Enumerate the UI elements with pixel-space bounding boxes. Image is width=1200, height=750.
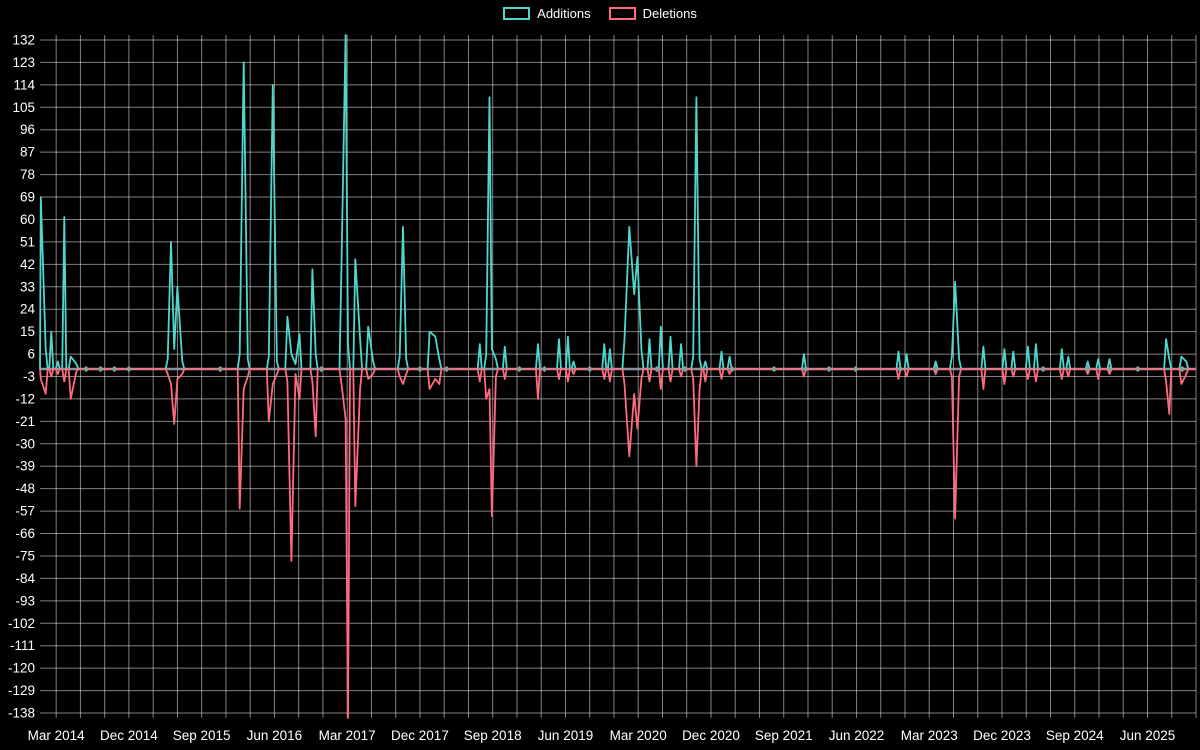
y-tick-label: -39	[15, 459, 35, 474]
x-tick-label: Dec 2020	[682, 728, 740, 743]
y-tick-label: 6	[27, 347, 35, 362]
data-point-marker	[1040, 365, 1047, 373]
data-point-marker	[586, 365, 593, 373]
y-tick-label: 96	[20, 122, 35, 137]
data-point-marker	[728, 365, 736, 373]
y-tick-label: -84	[15, 571, 35, 586]
grid-lines	[40, 35, 1197, 718]
x-tick-label: Jun 2022	[829, 728, 885, 743]
data-point-marker	[125, 365, 133, 373]
data-point-marker	[1084, 365, 1091, 373]
data-point-marker	[97, 365, 104, 373]
x-tick-label: Mar 2020	[610, 728, 667, 743]
data-point-marker	[825, 365, 833, 373]
y-tick-label: -48	[15, 481, 35, 496]
y-tick-label: -111	[10, 638, 35, 653]
x-tick-label: Jun 2025	[1120, 728, 1176, 743]
y-tick-label: 51	[20, 234, 35, 249]
data-point-marker	[82, 365, 90, 373]
x-tick-label: Mar 2014	[28, 728, 86, 743]
x-tick-label: Sep 2015	[173, 728, 231, 743]
y-tick-label: 105	[12, 100, 35, 115]
y-tick-label: 60	[20, 212, 35, 227]
y-tick-label: -120	[8, 661, 35, 676]
data-point-marker	[516, 365, 523, 373]
x-tick-label: Dec 2023	[973, 728, 1031, 743]
x-tick-label: Dec 2017	[391, 728, 449, 743]
legend-label-deletions: Deletions	[642, 6, 697, 21]
y-tick-label: -102	[8, 616, 35, 631]
y-tick-label: -129	[8, 683, 35, 698]
legend-item-additions[interactable]: Additions	[503, 6, 591, 21]
legend-item-deletions[interactable]: Deletions	[608, 6, 697, 21]
additions-swatch-icon	[503, 7, 531, 20]
data-point-marker	[217, 365, 224, 373]
y-tick-label: -21	[15, 414, 35, 429]
series-line-additions	[39, 34, 1196, 370]
y-tick-label: -66	[15, 526, 35, 541]
data-point-marker	[852, 365, 859, 373]
data-point-marker	[111, 365, 118, 373]
y-tick-label: -3	[23, 369, 35, 384]
y-tick-label: 42	[20, 257, 35, 272]
x-tick-label: Sep 2024	[1046, 728, 1104, 743]
y-tick-label: -12	[15, 391, 35, 406]
x-tick-label: Sep 2018	[464, 728, 522, 743]
deletions-swatch-icon	[608, 7, 636, 20]
y-tick-label: 78	[20, 167, 35, 182]
data-point-marker	[1179, 365, 1186, 373]
legend-label-additions: Additions	[537, 6, 591, 21]
y-tick-label: 24	[20, 302, 36, 317]
y-tick-label: 87	[20, 145, 35, 160]
y-tick-label: 33	[20, 279, 35, 294]
series-line-deletions	[39, 368, 1196, 719]
data-point-marker	[770, 365, 778, 373]
data-point-marker	[541, 365, 548, 373]
x-tick-label: Sep 2021	[755, 728, 813, 743]
chart-legend: Additions Deletions	[0, 6, 1200, 21]
y-tick-label: 15	[20, 324, 35, 339]
y-tick-label: 132	[12, 32, 35, 47]
y-tick-label: -138	[8, 706, 35, 721]
data-point-marker	[416, 365, 424, 373]
data-point-marker	[932, 365, 939, 373]
data-point-marker	[318, 365, 325, 373]
data-point-marker	[1107, 365, 1114, 373]
y-tick-label: -30	[15, 436, 35, 451]
y-tick-label: -57	[15, 504, 35, 519]
data-point-marker	[896, 365, 904, 373]
data-point-marker	[1134, 365, 1141, 373]
x-tick-label: Mar 2017	[319, 728, 376, 743]
data-point-marker	[681, 365, 689, 373]
x-tick-label: Dec 2014	[100, 728, 158, 743]
y-tick-label: 69	[20, 190, 35, 205]
x-tick-label: Jun 2019	[538, 728, 594, 743]
y-tick-label: 114	[13, 77, 35, 92]
x-tick-label: Mar 2023	[901, 728, 958, 743]
data-point-marker	[443, 365, 450, 373]
data-point-marker	[653, 365, 661, 373]
data-point-marker	[802, 365, 809, 373]
y-tick-label: -75	[15, 548, 35, 563]
y-tick-label: 123	[12, 55, 35, 70]
x-tick-label: Jun 2016	[247, 728, 303, 743]
y-tick-label: -93	[15, 593, 35, 608]
